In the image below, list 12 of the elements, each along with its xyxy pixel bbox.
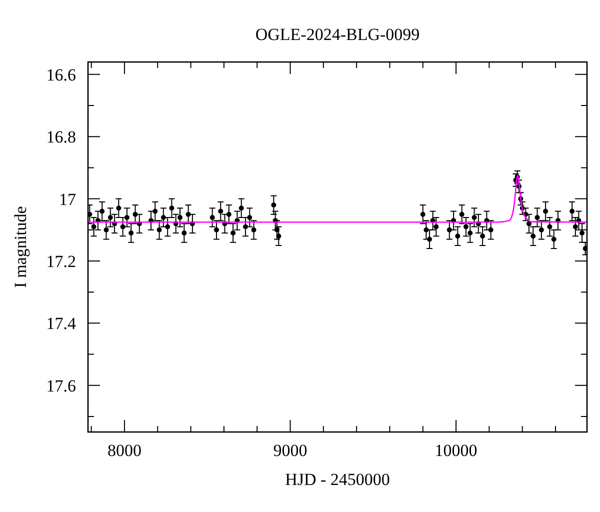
y-tick-label: 17.2 xyxy=(46,252,76,271)
y-tick-label: 17.4 xyxy=(46,314,76,334)
y-tick-label: 17 xyxy=(59,190,76,209)
y-tick-label: 16.6 xyxy=(46,65,76,84)
y-tick-label: 17.6 xyxy=(46,376,76,396)
y-axis-title: I magnitude xyxy=(11,206,30,288)
x-tick-label: 8000 xyxy=(107,441,142,460)
chart-title: OGLE-2024-BLG-0099 xyxy=(255,25,420,44)
x-tick-label: 9000 xyxy=(273,441,308,460)
x-tick-label: 10000 xyxy=(434,441,478,460)
y-tick-label: 16.8 xyxy=(46,128,76,147)
x-axis-title: HJD - 2450000 xyxy=(285,470,390,489)
